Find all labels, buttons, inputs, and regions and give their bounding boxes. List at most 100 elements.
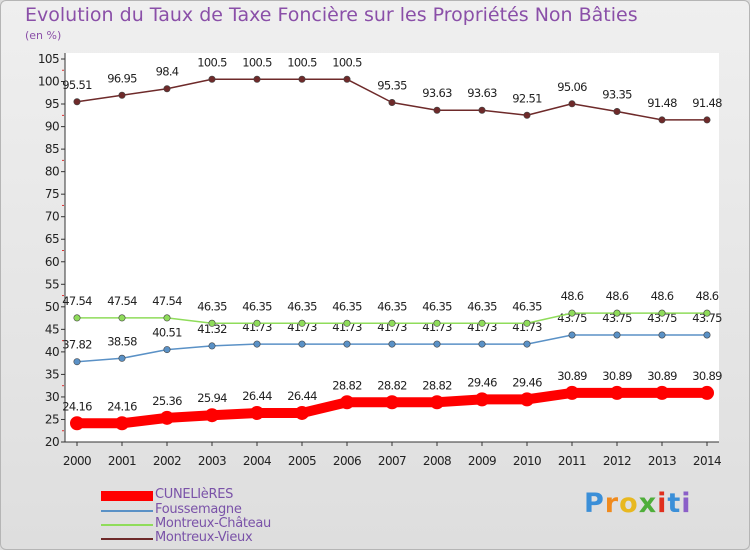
y-tick-label: 50 — [45, 300, 59, 314]
data-label: 46.35 — [422, 299, 452, 313]
data-label: 46.35 — [197, 299, 227, 313]
x-tick-label: 2014 — [693, 454, 721, 468]
series-0: 24.16 24.16 25.36 25.94 26.44 26.44 28.82 28.82… — [62, 369, 723, 431]
data-point — [703, 309, 711, 317]
legend-swatch — [101, 491, 153, 501]
y-tick-label: 45 — [45, 322, 59, 336]
data-label: 93.35 — [602, 87, 632, 101]
legend-label: Montreux-Château — [155, 516, 271, 531]
proxiti-logo: Proxiti — [584, 488, 692, 519]
data-point — [295, 405, 309, 420]
data-label: 24.16 — [107, 399, 137, 413]
x-tick-label: 2002 — [153, 454, 181, 468]
data-label: 95.35 — [377, 78, 407, 92]
data-point — [163, 314, 171, 322]
y-tick-label: 100 — [38, 75, 59, 89]
x-tick-label: 2005 — [288, 454, 316, 468]
data-label: 96.95 — [107, 71, 137, 85]
data-label: 26.44 — [287, 389, 317, 403]
legend-label: CUNELIèRES — [155, 487, 234, 502]
data-label: 30.89 — [692, 369, 722, 383]
data-label: 100.5 — [287, 55, 317, 69]
data-label: 92.51 — [512, 91, 542, 105]
data-label: 37.82 — [62, 338, 92, 352]
data-point — [343, 75, 351, 83]
data-point — [340, 395, 354, 410]
y-tick-label: 35 — [45, 367, 59, 381]
data-point — [658, 331, 666, 339]
data-point — [253, 319, 261, 327]
logo-letter: i — [657, 488, 668, 519]
y-tick-label: 80 — [45, 165, 59, 179]
x-tick-label: 2013 — [648, 454, 676, 468]
y-tick-label: 55 — [45, 277, 59, 291]
y-tick-label: 20 — [45, 435, 59, 449]
data-label: 43.75 — [602, 311, 632, 325]
data-point — [388, 98, 396, 106]
data-label: 38.58 — [107, 334, 137, 348]
data-label: 93.63 — [467, 86, 497, 100]
data-point — [430, 395, 444, 410]
data-label: 91.48 — [647, 96, 677, 110]
data-point — [613, 107, 621, 115]
data-label: 43.75 — [647, 311, 677, 325]
x-tick-label: 2012 — [603, 454, 631, 468]
data-point — [73, 314, 81, 322]
legend-swatch — [101, 538, 153, 540]
x-tick-label: 2010 — [513, 454, 541, 468]
x-tick-label: 2000 — [63, 454, 91, 468]
x-tick-label: 2011 — [558, 454, 586, 468]
data-point — [298, 340, 306, 348]
data-point — [388, 319, 396, 327]
data-point — [613, 309, 621, 317]
data-point — [523, 111, 531, 119]
data-label: 48.6 — [606, 289, 629, 303]
data-point — [433, 319, 441, 327]
data-point — [523, 340, 531, 348]
series-3: 95.51 96.95 98.4 100.5 100.5 100.5 100.5 95.35 9… — [62, 55, 723, 124]
data-point — [118, 354, 126, 362]
data-label: 43.75 — [692, 311, 722, 325]
data-label: 30.89 — [602, 369, 632, 383]
data-label: 25.36 — [152, 394, 182, 408]
data-point — [433, 106, 441, 114]
data-label: 100.5 — [197, 55, 227, 69]
data-label: 30.89 — [647, 369, 677, 383]
data-point — [73, 358, 81, 366]
series-2: 47.54 47.54 47.54 46.35 46.35 46.35 46.35 46.35… — [62, 289, 719, 327]
data-label: 41.32 — [197, 322, 227, 336]
data-point — [298, 75, 306, 83]
data-label: 47.54 — [107, 294, 137, 308]
plot-area — [65, 53, 719, 442]
data-point — [658, 116, 666, 124]
x-tick-label: 2006 — [333, 454, 361, 468]
logo-letter: x — [638, 488, 658, 519]
data-point — [250, 405, 264, 420]
data-label: 47.54 — [62, 294, 92, 308]
data-label: 46.35 — [332, 299, 362, 313]
logo-letter: o — [619, 488, 639, 519]
legend-swatch — [101, 524, 153, 526]
data-label: 100.5 — [242, 55, 272, 69]
data-point — [478, 340, 486, 348]
data-label: 40.51 — [152, 326, 182, 340]
data-point — [298, 319, 306, 327]
data-point — [565, 385, 579, 400]
data-label: 46.35 — [377, 299, 407, 313]
data-label: 30.89 — [557, 369, 587, 383]
data-point — [205, 408, 219, 423]
y-tick-label: 85 — [45, 142, 59, 156]
data-label: 48.6 — [696, 289, 719, 303]
data-point — [568, 100, 576, 108]
y-tick-label: 30 — [45, 390, 59, 404]
data-point — [208, 75, 216, 83]
data-point — [475, 392, 489, 407]
data-label: 48.6 — [561, 289, 584, 303]
y-tick-label: 65 — [45, 232, 59, 246]
x-tick-label: 2007 — [378, 454, 406, 468]
data-point — [70, 416, 84, 431]
x-tick-label: 2004 — [243, 454, 271, 468]
data-label: 48.6 — [651, 289, 674, 303]
